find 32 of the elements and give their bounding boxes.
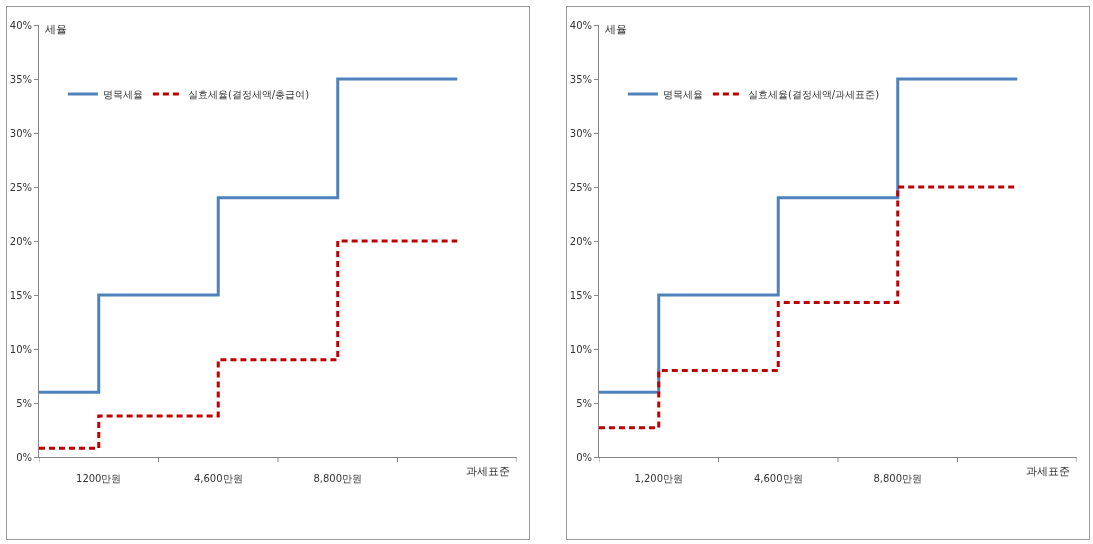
y-tick-label: 30% — [9, 127, 32, 139]
y-tick-label: 25% — [569, 181, 592, 193]
x-tick-label: 4,600만원 — [753, 473, 803, 484]
x-tick-label: 1,200만원 — [634, 473, 684, 484]
y-tick-label: 5% — [576, 397, 592, 409]
y-tick-label: 30% — [569, 127, 592, 139]
y-tick-label: 5% — [16, 397, 32, 409]
legend-label: 명목세율 — [662, 89, 703, 101]
y-tick-label: 0% — [16, 451, 32, 463]
y-tick-label: 15% — [569, 289, 592, 301]
y-tick-label: 40% — [569, 19, 592, 31]
legend-label: 실효세율(결정세액/총급여) — [187, 89, 310, 101]
y-tick-label: 0% — [576, 451, 592, 463]
x-axis-title: 과세표준 — [1026, 465, 1070, 478]
y-tick-label: 15% — [9, 289, 32, 301]
x-tick-label: 1200만원 — [76, 473, 122, 484]
legend-label: 명목세율 — [102, 89, 143, 101]
x-axis-title: 과세표준 — [466, 465, 510, 478]
y-axis-title: 세율 — [605, 23, 627, 36]
x-tick-label: 8,800만원 — [313, 473, 363, 484]
y-tick-label: 35% — [9, 73, 32, 85]
x-tick-label: 8,800만원 — [873, 473, 923, 484]
y-tick-label: 40% — [9, 19, 32, 31]
y-tick-label: 20% — [569, 235, 592, 247]
y-tick-label: 20% — [9, 235, 32, 247]
y-tick-label: 10% — [9, 343, 32, 355]
x-tick-label: 4,600만원 — [193, 473, 243, 484]
y-tick-label: 10% — [569, 343, 592, 355]
y-tick-label: 35% — [569, 73, 592, 85]
legend-label: 실효세율(결정세액/과세표준) — [747, 89, 880, 101]
y-tick-label: 25% — [9, 181, 32, 193]
y-axis-title: 세율 — [45, 23, 67, 36]
